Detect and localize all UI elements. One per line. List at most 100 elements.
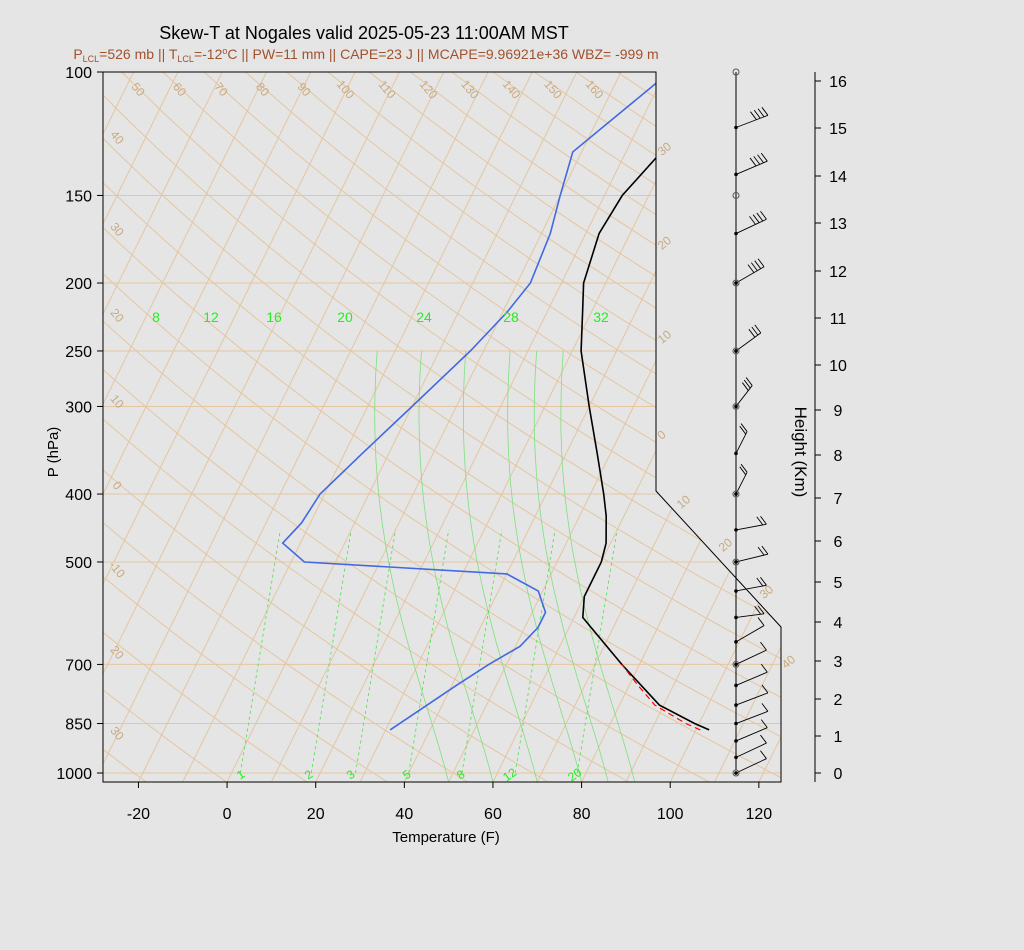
height-tick-label: 12 xyxy=(829,264,847,281)
wind-barb xyxy=(735,710,769,724)
isotherm-line xyxy=(980,72,1024,782)
wind-barb xyxy=(735,584,767,592)
wind-barb-dot xyxy=(734,349,738,353)
wind-barb-dot xyxy=(734,683,738,688)
wind-barb-flag xyxy=(753,109,761,119)
wind-barb xyxy=(735,727,768,742)
mixing-ratio-line xyxy=(239,529,281,774)
wind-barb-dot xyxy=(734,640,738,644)
isotherm-line xyxy=(103,72,223,782)
height-marker-circle xyxy=(732,68,740,76)
mixing-ratio-line xyxy=(408,529,450,774)
pressure-tick-label: 500 xyxy=(65,555,92,572)
mixing-ratio-line xyxy=(461,529,503,774)
isotherm-line xyxy=(103,72,312,782)
wind-barb-flag xyxy=(760,641,767,651)
mixing-ratio-label: 1 xyxy=(234,767,248,782)
dry-adiabat-line xyxy=(103,72,781,782)
lcl-temperature: -12 xyxy=(202,46,222,62)
temperature-profile xyxy=(580,72,755,731)
dry-adiabat-line xyxy=(103,72,710,782)
dry-adiabat-line xyxy=(103,72,549,782)
wind-barb xyxy=(735,742,767,758)
wind-barb-flag xyxy=(757,546,765,556)
isotherm-label: 10 xyxy=(655,327,674,347)
isotherm-label: 70 xyxy=(211,80,231,99)
isotherm-line xyxy=(0,72,1,782)
pressure-tick-label: 300 xyxy=(65,399,92,416)
dry-adiabat-line xyxy=(103,72,781,782)
isotherm-label: 90 xyxy=(294,80,314,99)
wind-barb-flag xyxy=(760,577,767,586)
dry-adiabat-line xyxy=(103,72,781,782)
wind-barb-flag xyxy=(760,663,768,673)
wind-barb-flag xyxy=(761,545,769,555)
lcl-pressure: 526 mb xyxy=(107,46,154,62)
isotherm-line xyxy=(847,72,1024,782)
isotherm-line xyxy=(138,72,489,782)
mixing-ratio-line xyxy=(576,529,618,774)
isotherm-line xyxy=(182,72,533,782)
plot-border xyxy=(102,71,782,783)
wind-barb-flag xyxy=(749,157,757,167)
wind-barb-dot xyxy=(734,662,738,667)
isotherm-line xyxy=(359,72,711,782)
height-tick-label: 0 xyxy=(834,766,843,783)
isotherm-label: 40 xyxy=(779,652,798,672)
wind-barb-flag xyxy=(757,605,765,615)
wind-barb-dot xyxy=(734,404,738,409)
isotherm-label: 150 xyxy=(541,77,565,102)
moist-adiabat-line xyxy=(560,350,636,782)
temperature-tick-label: 120 xyxy=(745,806,772,823)
height-tick-label: 9 xyxy=(834,403,843,420)
wind-barb-flag xyxy=(753,156,761,165)
wind-barb-flag xyxy=(747,264,755,273)
height-marker-circle xyxy=(732,191,740,199)
temperature-tick-label: 40 xyxy=(395,806,413,823)
wind-barb xyxy=(735,385,753,407)
isotherm-line xyxy=(103,72,179,782)
height-marker-circle xyxy=(732,558,740,566)
pressure-tick-label: 100 xyxy=(65,65,92,82)
wind-barb-dot xyxy=(734,703,738,707)
isotherm-label: 100 xyxy=(334,77,358,102)
dry-adiabat-line xyxy=(327,72,781,782)
wind-barb xyxy=(735,613,765,618)
wind-barb-flag xyxy=(743,379,751,389)
wind-barb-dot xyxy=(734,755,738,760)
wind-barb-flag xyxy=(760,719,768,728)
wind-barb-flag xyxy=(754,605,762,615)
wind-barb-dot xyxy=(734,451,738,456)
wind-barb-flag xyxy=(754,324,762,334)
wind-barb-dot xyxy=(734,615,738,620)
wind-barb-flag xyxy=(740,423,748,432)
wind-barb-flag xyxy=(760,750,767,759)
mixing-ratio-line xyxy=(355,529,396,774)
isotherm-line xyxy=(226,72,578,782)
wind-barb-flag xyxy=(745,377,753,386)
isotherm-line xyxy=(103,72,134,782)
height-tick-label: 2 xyxy=(834,692,843,709)
height-marker-circle xyxy=(732,402,740,410)
height-tick-label: 11 xyxy=(830,311,847,328)
isotherm-line xyxy=(892,72,1024,782)
isotherm-line xyxy=(936,72,1024,782)
isotherm-label: 30 xyxy=(107,220,127,239)
wind-barb xyxy=(735,692,769,706)
wind-barb-flag xyxy=(749,216,756,225)
wind-barb-flag xyxy=(761,107,769,116)
dry-adiabat-line xyxy=(451,72,781,782)
wind-barb-dot xyxy=(734,589,738,593)
wind-barb-flag xyxy=(757,617,765,626)
moist-adiabat-line xyxy=(374,350,449,782)
wind-barb-flag xyxy=(761,703,769,712)
dry-adiabat-line xyxy=(103,72,781,782)
isotherm-line xyxy=(448,72,781,782)
wind-barb xyxy=(735,114,769,128)
wind-barb-flag xyxy=(739,425,747,435)
isotherm-label: 40 xyxy=(107,128,127,147)
dry-adiabat-line xyxy=(699,72,781,782)
isotherm-label: 80 xyxy=(253,80,273,99)
wind-barb-flag xyxy=(761,684,769,694)
mixing-ratio-label: 5 xyxy=(400,767,414,782)
